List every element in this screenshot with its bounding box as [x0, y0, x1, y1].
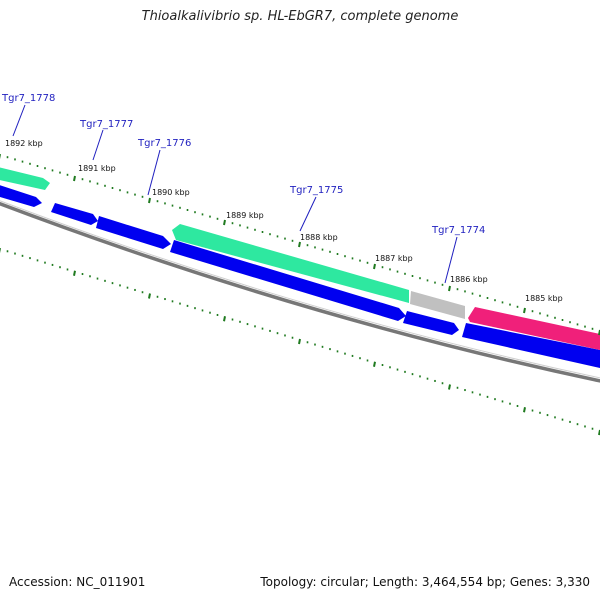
leader-tgr7-1774: [444, 236, 458, 284]
upper-scale-ticks: [0, 154, 600, 336]
upper-ruler-major-tick: [298, 241, 301, 248]
leader-tgr7-1777: [92, 129, 104, 161]
reverse-gene-5[interactable]: [403, 311, 459, 335]
lower-ruler-major-tick: [298, 338, 301, 345]
other-gene[interactable]: [410, 291, 465, 319]
backbone-highlight: [0, 200, 600, 379]
kbp-label-1889: 1889 kbp: [226, 211, 264, 220]
gene-label-tgr7-1776: Tgr7_1776: [137, 138, 191, 149]
reverse-gene-4[interactable]: [170, 240, 406, 321]
upper-ruler-major-tick: [148, 197, 151, 204]
gene-label-tgr7-1775: Tgr7_1775: [289, 185, 343, 196]
upper-ruler-major-tick: [223, 219, 226, 226]
genome-summary-text: Topology: circular; Length: 3,464,554 bp…: [260, 575, 590, 589]
lower-ruler-major-tick: [223, 316, 226, 322]
kbp-label-1890: 1890 kbp: [152, 188, 190, 197]
reverse-gene-3[interactable]: [96, 216, 171, 249]
lower-ruler-major-tick: [448, 384, 451, 390]
leader-tgr7-1775: [299, 196, 317, 232]
accession-text: Accession: NC_011901: [9, 575, 146, 589]
lower-scale-ticks: [0, 248, 600, 436]
forward-gene-2[interactable]: [172, 224, 409, 303]
reverse-gene-2[interactable]: [51, 203, 98, 225]
lower-ruler-major-tick: [523, 407, 526, 413]
upper-ruler-major-tick: [373, 263, 376, 270]
gene-label-tgr7-1777: Tgr7_1777: [79, 119, 133, 130]
upper-ruler-major-tick: [73, 175, 76, 182]
kbp-label-1885: 1885 kbp: [525, 294, 563, 303]
kbp-label-1886: 1886 kbp: [450, 275, 488, 284]
lower-ruler-major-tick: [373, 361, 376, 367]
forward-gene-1[interactable]: [0, 165, 50, 190]
kbp-label-1888: 1888 kbp: [300, 233, 338, 242]
rna-gene[interactable]: [468, 307, 600, 350]
genome-backbone: [0, 201, 600, 383]
gene-label-tgr7-1778: Tgr7_1778: [1, 93, 55, 104]
kbp-label-1887: 1887 kbp: [375, 254, 413, 263]
gene-label-tgr7-1774: Tgr7_1774: [431, 225, 485, 236]
upper-ruler-major-tick: [523, 307, 526, 314]
leader-tgr7-1778: [12, 104, 26, 137]
reverse-gene-1[interactable]: [0, 182, 42, 207]
lower-ruler-major-tick: [148, 293, 151, 299]
kbp-label-1892: 1892 kbp: [5, 139, 43, 148]
map-title: Thioalkalivibrio sp. HL-EbGR7, complete …: [141, 9, 459, 24]
leader-tgr7-1776: [147, 149, 161, 196]
upper-ruler-major-tick: [448, 285, 451, 292]
lower-ruler-major-tick: [73, 270, 76, 276]
kbp-label-1891: 1891 kbp: [78, 164, 116, 173]
reverse-gene-6[interactable]: [462, 323, 600, 368]
